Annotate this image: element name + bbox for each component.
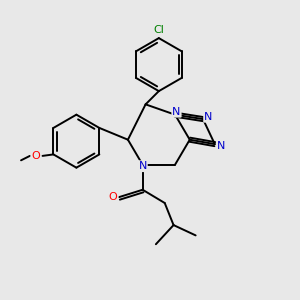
Text: O: O — [109, 192, 118, 202]
Text: N: N — [172, 107, 181, 117]
Text: N: N — [204, 112, 212, 122]
Text: Cl: Cl — [153, 25, 164, 35]
Text: N: N — [139, 161, 147, 171]
Text: O: O — [32, 151, 40, 161]
Text: N: N — [217, 141, 225, 151]
